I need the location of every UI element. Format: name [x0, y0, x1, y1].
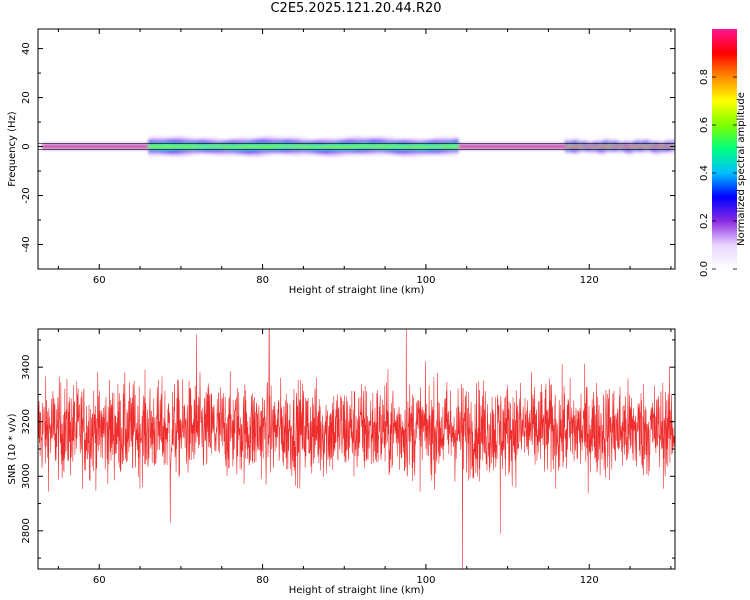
spectral-bands — [42, 134, 675, 159]
y-tick-label: 2800 — [21, 518, 32, 543]
colorbar-ticks: 0.0 0.2 0.4 0.6 0.8 — [699, 69, 737, 277]
x-tick-label: 100 — [416, 275, 435, 286]
spectrogram-x-axis: 60 80 100 120 — [57, 29, 672, 286]
spectral-band-contour — [42, 145, 149, 148]
spectrogram-x-label: Height of straight line (km) — [289, 285, 425, 296]
snr-frame — [37, 328, 676, 570]
snr-y-axis: 2800 3000 3200 3400 — [21, 339, 675, 559]
snr-y-label: SNR (10 * v/v) — [7, 413, 18, 484]
x-tick-label: 120 — [580, 275, 599, 286]
x-tick-label: 60 — [93, 575, 106, 586]
y-tick-label: -40 — [21, 236, 32, 252]
x-tick-label: 100 — [416, 575, 435, 586]
spectral-band-contour — [458, 145, 565, 148]
y-tick-label: 3200 — [21, 409, 32, 434]
colorbar-tick-label: 0.0 — [699, 261, 710, 277]
x-tick-label: 120 — [580, 575, 599, 586]
spectral-band-contour — [564, 145, 675, 148]
snr-x-axis: 60 80 100 120 — [57, 329, 672, 586]
spectrogram-image — [38, 134, 675, 159]
spectrogram-panel: 60 80 100 120 -40 -20 0 20 40 Height of straigh… — [7, 28, 676, 296]
x-tick-label: 80 — [256, 575, 269, 586]
y-tick-label: 20 — [21, 91, 32, 104]
snr-panel: 60 80 100 120 2800 3000 3200 3400 Height of st… — [7, 328, 676, 596]
colorbar-tick-label: 0.2 — [699, 213, 710, 229]
snr-x-label: Height of straight line (km) — [289, 585, 425, 596]
colorbar-gradient — [712, 29, 737, 269]
y-tick-label: 3400 — [21, 354, 32, 379]
y-tick-label: -20 — [21, 187, 32, 203]
spectrogram-y-axis: -40 -20 0 20 40 — [21, 42, 675, 270]
figure-title: C2E5.2025.121.20.44.R20 — [270, 1, 442, 16]
colorbar-tick-label: 0.4 — [699, 165, 710, 181]
y-tick-label: 3000 — [21, 464, 32, 489]
snr-series-line — [38, 329, 675, 569]
spectrogram-frame — [37, 28, 676, 270]
x-tick-label: 60 — [93, 275, 106, 286]
y-tick-label: 0 — [21, 143, 32, 149]
spectral-band-contour — [148, 144, 459, 149]
colorbar-label: Normalized spectral amplitude — [736, 92, 747, 246]
spectrogram-y-label: Frequency (Hz) — [7, 111, 18, 187]
x-tick-label: 80 — [256, 275, 269, 286]
colorbar-tick-label: 0.6 — [699, 117, 710, 133]
y-tick-label: 40 — [21, 42, 32, 55]
colorbar-tick-label: 0.8 — [699, 69, 710, 85]
colorbar: 0.0 0.2 0.4 0.6 0.8 Normalized spectral ampl… — [699, 29, 747, 277]
